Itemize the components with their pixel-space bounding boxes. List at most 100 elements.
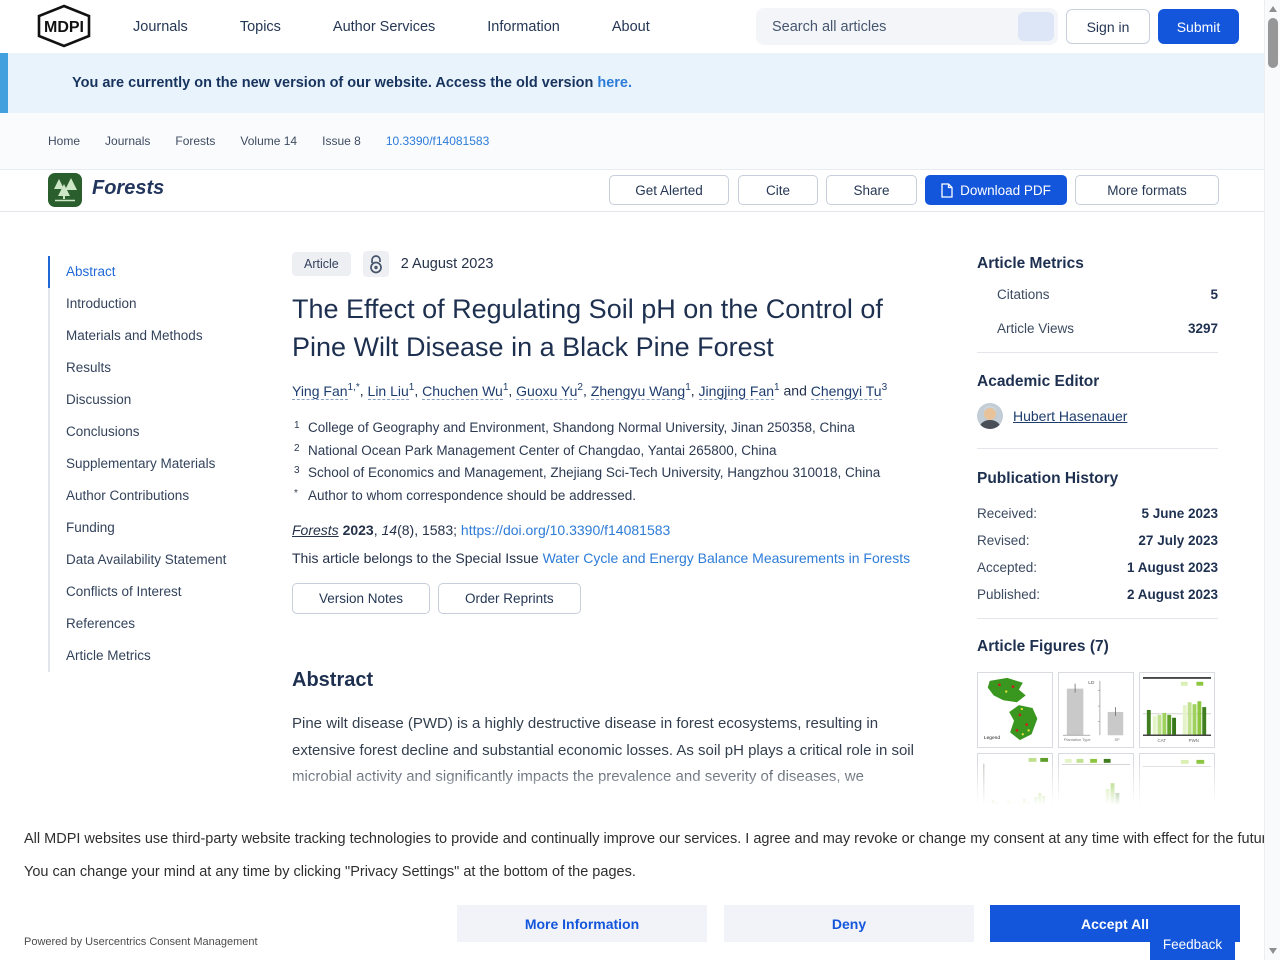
more-information-button[interactable]: More Information <box>457 905 707 942</box>
toc-item-materials-and-methods[interactable]: Materials and Methods <box>48 320 280 352</box>
version-notes-button[interactable]: Version Notes <box>292 583 431 614</box>
search-input[interactable] <box>756 18 1018 35</box>
share-button[interactable]: Share <box>826 175 917 205</box>
journal-name[interactable]: Forests <box>92 177 165 199</box>
affiliation-2: 2 National Ocean Park Management Center o… <box>292 443 947 458</box>
primary-nav: Journals Topics Author Services Informat… <box>133 0 650 53</box>
mdpi-hexagon-icon: MDPI <box>34 4 94 48</box>
toc-item-conflicts-of-interest[interactable]: Conflicts of Interest <box>48 576 280 608</box>
vertical-scrollbar[interactable] <box>1264 0 1280 960</box>
affiliation-text: National Ocean Park Management Center of… <box>308 442 777 458</box>
author-link[interactable]: Chuchen Wu <box>422 382 503 400</box>
affiliation-marker: 1 <box>294 420 300 431</box>
doi-link[interactable]: https://doi.org/10.3390/f14081583 <box>460 522 671 538</box>
author-sup: 3 <box>881 382 888 393</box>
metric-row-article-views: Article Views 3297 <box>977 321 1218 336</box>
citation-sep: , <box>373 522 382 538</box>
svg-text:MDPI: MDPI <box>44 19 84 36</box>
author-link[interactable]: Chengyi Tu <box>810 382 882 400</box>
author-link[interactable]: Jingjing Fan <box>698 382 775 400</box>
cookie-text-line2: You can change your mind at any time by … <box>24 864 636 880</box>
academic-editor-link[interactable]: Hubert Hasenauer <box>1013 408 1128 424</box>
toc-item-data-availability[interactable]: Data Availability Statement <box>48 544 280 576</box>
submit-button[interactable]: Submit <box>1158 9 1239 44</box>
history-value: 2 August 2023 <box>1126 587 1218 602</box>
author-link[interactable]: Zhengyu Wang <box>590 382 686 400</box>
academic-editor-heading: Academic Editor <box>977 373 1100 390</box>
breadcrumb: Home Journals Forests Volume 14 Issue 8 … <box>0 113 1264 170</box>
pdf-file-icon <box>941 182 953 198</box>
special-issue-prefix: This article belongs to the Special Issu… <box>292 550 543 566</box>
sidebar-divider <box>977 618 1218 619</box>
history-value: 1 August 2023 <box>1126 560 1218 575</box>
breadcrumb-forests[interactable]: Forests <box>175 134 216 148</box>
journal-header-bar: Forests Get Alerted Cite Share Download … <box>0 170 1264 212</box>
affiliation-marker: * <box>294 487 298 499</box>
academic-editor-row: Hubert Hasenauer <box>977 403 1127 429</box>
order-reprints-button[interactable]: Order Reprints <box>438 583 581 614</box>
history-label: Published: <box>977 587 1041 602</box>
toc-item-supplementary-materials[interactable]: Supplementary Materials <box>48 448 280 480</box>
author-sep: and <box>779 382 811 399</box>
forests-journal-logo[interactable] <box>48 173 82 212</box>
publication-date: 2 August 2023 <box>400 256 494 272</box>
affiliations: 1 College of Geography and Environment, S… <box>292 420 947 510</box>
search-button[interactable] <box>1018 12 1054 41</box>
feedback-button[interactable]: Feedback <box>1150 929 1235 960</box>
cite-button[interactable]: Cite <box>738 175 818 205</box>
figure-thumbnail-gray-bars[interactable]: LD Plantation Type SP <box>1058 672 1134 748</box>
scroll-up-arrow[interactable] <box>1269 6 1277 12</box>
svg-text:LD: LD <box>1088 680 1095 686</box>
history-row-received: Received: 5 June 2023 <box>977 506 1218 521</box>
old-version-link[interactable]: here. <box>597 75 633 91</box>
scrollbar-thumb[interactable] <box>1268 18 1278 68</box>
get-alerted-button[interactable]: Get Alerted <box>609 175 729 205</box>
author-link[interactable]: Ying Fan <box>292 382 348 400</box>
nav-item-topics[interactable]: Topics <box>239 18 281 35</box>
breadcrumb-doi-link[interactable]: 10.3390/f14081583 <box>385 134 490 148</box>
mdpi-logo[interactable]: MDPI <box>33 4 95 53</box>
author-link[interactable]: Guoxu Yu <box>516 382 578 400</box>
toc-item-article-metrics[interactable]: Article Metrics <box>48 640 280 672</box>
deny-button[interactable]: Deny <box>724 905 974 942</box>
breadcrumb-home[interactable]: Home <box>48 134 81 148</box>
affiliation-text: Author to whom correspondence should be … <box>308 487 636 503</box>
toc-item-author-contributions[interactable]: Author Contributions <box>48 480 280 512</box>
download-pdf-label: Download PDF <box>960 182 1051 198</box>
breadcrumb-journals[interactable]: Journals <box>105 134 151 148</box>
nav-item-author-services[interactable]: Author Services <box>332 18 436 35</box>
author-sup: 1 <box>685 382 691 393</box>
toc-item-funding[interactable]: Funding <box>48 512 280 544</box>
author-sep: , <box>582 382 591 399</box>
nav-item-about[interactable]: About <box>611 18 650 35</box>
more-formats-button[interactable]: More formats <box>1075 175 1219 205</box>
toc-item-discussion[interactable]: Discussion <box>48 384 280 416</box>
nav-item-journals[interactable]: Journals <box>133 18 188 35</box>
download-pdf-button[interactable]: Download PDF <box>925 175 1067 205</box>
notice-text: You are currently on the new version of … <box>72 75 632 91</box>
abstract-heading: Abstract <box>292 669 374 691</box>
toc-item-introduction[interactable]: Introduction <box>48 288 280 320</box>
breadcrumb-issue[interactable]: Issue 8 <box>322 134 361 148</box>
metric-row-citations: Citations 5 <box>977 287 1218 302</box>
metric-label: Article Views <box>997 321 1075 336</box>
academic-editor-avatar <box>977 403 1003 429</box>
author-sep: , <box>508 382 517 399</box>
citation-journal-link[interactable]: Forests <box>292 522 339 538</box>
toc-item-conclusions[interactable]: Conclusions <box>48 416 280 448</box>
affiliation-marker: 2 <box>294 442 300 454</box>
toc-item-references[interactable]: References <box>48 608 280 640</box>
affiliation-text: College of Geography and Environment, Sh… <box>308 420 855 435</box>
scroll-down-arrow[interactable] <box>1269 948 1277 954</box>
toc-item-results[interactable]: Results <box>48 352 280 384</box>
sign-in-button[interactable]: Sign in <box>1066 9 1150 44</box>
author-link[interactable]: Lin Liu <box>367 382 409 400</box>
breadcrumb-volume[interactable]: Volume 14 <box>240 134 298 148</box>
figure-thumbnail-map[interactable]: Legend <box>977 672 1053 748</box>
sidebar-divider <box>977 448 1218 449</box>
toc-item-abstract[interactable]: Abstract <box>48 256 280 288</box>
nav-item-information[interactable]: Information <box>487 18 560 35</box>
special-issue-link[interactable]: Water Cycle and Energy Balance Measureme… <box>542 550 911 566</box>
figure-thumbnail-green-grouped-bars[interactable]: CAT PWN <box>1139 672 1215 748</box>
citation-issue-pages: (8), 1583; <box>397 522 461 538</box>
